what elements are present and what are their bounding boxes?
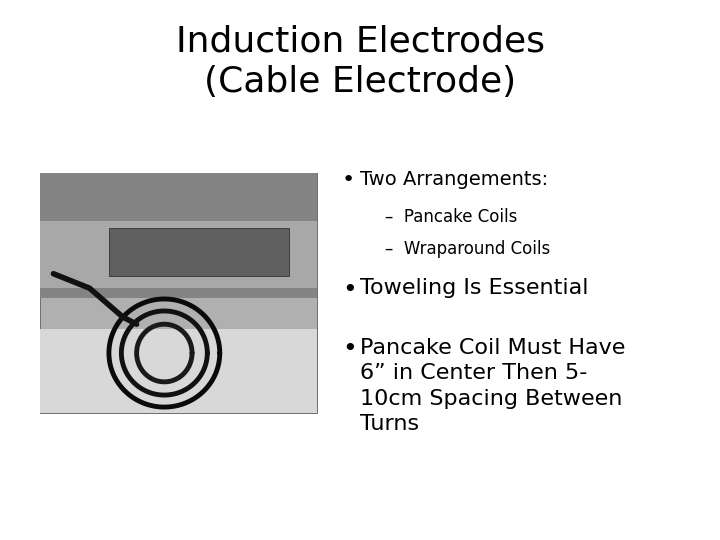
FancyBboxPatch shape xyxy=(40,173,317,298)
FancyBboxPatch shape xyxy=(40,221,317,288)
Text: –  Wraparound Coils: – Wraparound Coils xyxy=(385,240,551,258)
Text: •: • xyxy=(342,278,356,302)
Text: •: • xyxy=(342,338,356,361)
Text: •: • xyxy=(342,170,355,190)
FancyBboxPatch shape xyxy=(40,173,317,413)
FancyBboxPatch shape xyxy=(109,228,289,276)
Text: Induction Electrodes
(Cable Electrode): Induction Electrodes (Cable Electrode) xyxy=(176,24,544,99)
Text: –  Pancake Coils: – Pancake Coils xyxy=(385,208,518,226)
Text: Toweling Is Essential: Toweling Is Essential xyxy=(360,278,588,298)
Text: Two Arrangements:: Two Arrangements: xyxy=(360,170,548,189)
Text: Pancake Coil Must Have
6” in Center Then 5-
10cm Spacing Between
Turns: Pancake Coil Must Have 6” in Center Then… xyxy=(360,338,626,434)
FancyBboxPatch shape xyxy=(40,329,317,413)
